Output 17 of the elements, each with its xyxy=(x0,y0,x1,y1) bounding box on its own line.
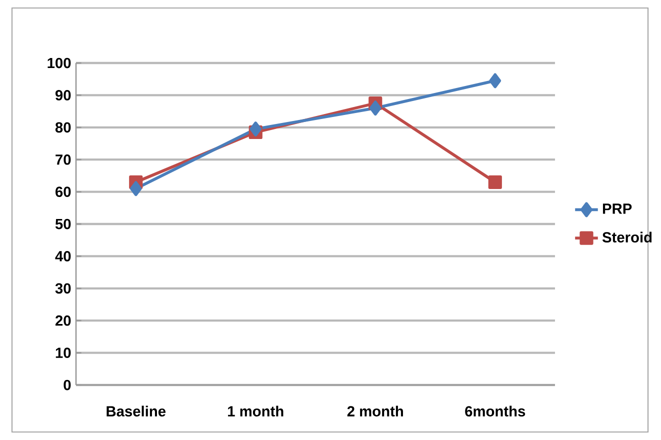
x-tick-label: 1 month xyxy=(228,406,284,416)
legend-label: PRP xyxy=(602,204,632,214)
legend-label: Steroid xyxy=(602,232,652,243)
y-tick-label: 10 xyxy=(56,348,71,358)
y-tick-label: 100 xyxy=(48,58,71,68)
y-tick-label: 30 xyxy=(55,283,71,294)
y-tick-label: 90 xyxy=(55,90,71,100)
y-tick-label: 50 xyxy=(55,218,71,230)
x-tick-label: 6months xyxy=(465,406,526,416)
y-tick-label: 80 xyxy=(55,122,71,133)
y-tick-label: 0 xyxy=(64,380,71,390)
x-tick-label: 2 month xyxy=(347,406,403,416)
y-tick-label: 70 xyxy=(56,154,71,165)
y-tick-label: 60 xyxy=(56,186,71,197)
y-tick-label: 20 xyxy=(55,315,71,326)
y-tick-label: 40 xyxy=(55,251,71,262)
x-tick-label: Baseline xyxy=(106,406,166,416)
